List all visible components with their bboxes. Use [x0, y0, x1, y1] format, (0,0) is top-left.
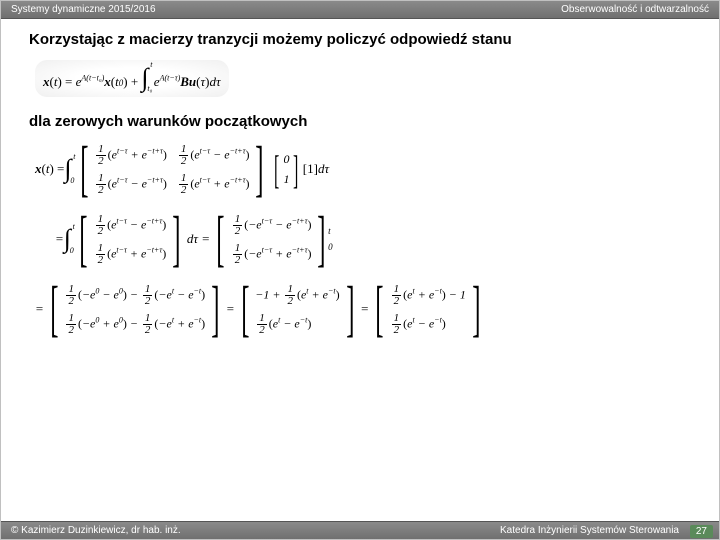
integral-icon: ∫tt₀ [141, 63, 148, 92]
eq1-exp2: A(t−τ) [160, 74, 181, 83]
page-number: 27 [690, 525, 713, 538]
eq-row-2: = ∫t0 [ 12(et−τ − e−t+τ) 12(et−τ + e−t+τ… [35, 214, 691, 266]
footer-right: Katedra Inżynierii Systemów Sterowania [500, 525, 679, 536]
header-bar: Systemy dynamiczne 2015/2016 Obserwowaln… [1, 1, 719, 19]
slide: Systemy dynamiczne 2015/2016 Obserwowaln… [0, 0, 720, 540]
integral-icon: ∫t0 [64, 155, 71, 184]
intro-line-1: Korzystając z macierzy tranzycji możemy … [29, 31, 691, 48]
eq-row-3: = [ 12(−e0 − e0) − 12(−et − e−t) 12(−e0 … [35, 284, 691, 336]
math-derivation: x(t) = ∫t0 [ 12(et−τ + e−t+τ) 12(et−τ − … [35, 144, 691, 336]
header-right: Obserwowalność i odtwarzalność [561, 4, 709, 15]
equation-1: x(t) = eA(t−t₀)x(t0) + ∫tt₀ eA(t−τ)Bu(τ)… [35, 60, 229, 97]
footer-left: © Kazimierz Duzinkiewicz, dr hab. inż. [11, 525, 181, 536]
eq-row-1: x(t) = ∫t0 [ 12(et−τ + e−t+τ) 12(et−τ − … [35, 144, 691, 196]
header-left: Systemy dynamiczne 2015/2016 [11, 4, 156, 15]
footer-bar: © Kazimierz Duzinkiewicz, dr hab. inż. K… [1, 521, 719, 539]
intro-line-2: dla zerowych warunków początkowych [29, 113, 691, 130]
content: Korzystając z macierzy tranzycji możemy … [1, 19, 719, 336]
eq1-exp1: A(t−t₀) [81, 74, 104, 83]
integral-icon: ∫t0 [64, 225, 71, 254]
